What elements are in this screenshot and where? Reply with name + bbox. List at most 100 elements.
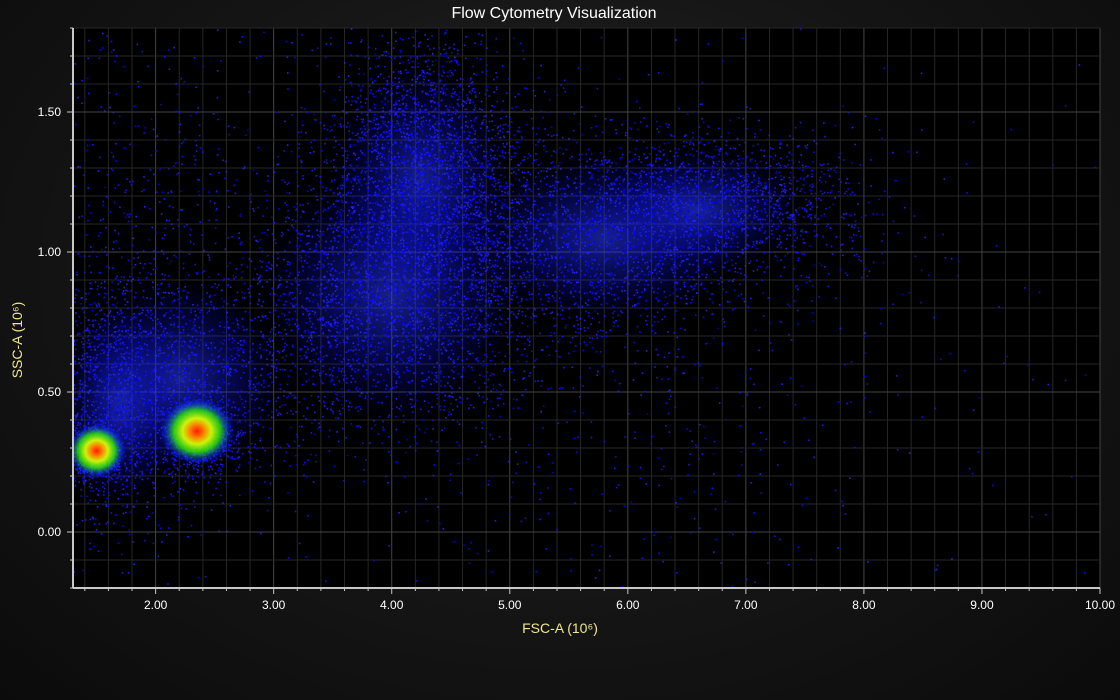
data-point [416, 218, 419, 221]
data-point [407, 127, 409, 130]
data-point [446, 323, 449, 325]
data-point [398, 108, 400, 110]
data-point [430, 254, 432, 257]
data-point [573, 350, 575, 352]
data-point [459, 91, 461, 94]
data-point [407, 247, 409, 250]
data-point [362, 442, 364, 444]
data-point [364, 131, 366, 134]
data-point [369, 334, 372, 337]
data-point [306, 242, 309, 245]
data-point [360, 200, 363, 203]
data-point [330, 347, 332, 349]
data-point [359, 281, 361, 284]
data-point [325, 43, 328, 45]
data-point [659, 171, 661, 174]
data-point [352, 254, 354, 256]
data-point [474, 186, 476, 188]
data-point [450, 131, 452, 134]
data-point [434, 89, 436, 91]
data-point [424, 171, 427, 173]
data-point [373, 119, 375, 121]
data-point [390, 90, 392, 92]
data-point [522, 378, 524, 380]
data-point [513, 134, 516, 136]
data-point [413, 44, 415, 47]
data-point [449, 232, 451, 235]
data-point [395, 112, 397, 115]
data-point [391, 256, 393, 259]
data-point [350, 226, 352, 229]
data-point [504, 367, 506, 370]
data-point [399, 49, 401, 52]
data-point [352, 268, 354, 270]
data-point [258, 300, 260, 302]
data-point [375, 297, 378, 300]
data-point [395, 142, 398, 145]
data-point [318, 276, 321, 279]
data-point [425, 148, 428, 150]
data-point [477, 328, 480, 331]
data-point [331, 335, 333, 337]
data-point [365, 328, 368, 331]
data-point [447, 184, 449, 187]
data-point [368, 275, 371, 278]
data-point [360, 235, 363, 237]
data-point [383, 138, 386, 140]
data-point [368, 308, 370, 311]
data-point [436, 441, 438, 444]
data-point [376, 237, 379, 240]
data-point [325, 252, 328, 255]
data-point [398, 129, 400, 131]
data-point [396, 316, 398, 318]
data-point [398, 310, 401, 312]
data-point [427, 141, 429, 143]
data-point [378, 154, 381, 157]
data-point [525, 123, 528, 126]
data-point [563, 246, 565, 249]
data-point [302, 336, 304, 339]
data-point [331, 267, 334, 270]
data-point [485, 330, 487, 333]
data-point [303, 354, 306, 357]
data-point [514, 290, 517, 292]
data-point [382, 164, 384, 166]
data-point [356, 54, 358, 57]
data-point [439, 80, 441, 83]
data-point [271, 233, 274, 235]
data-point [286, 183, 289, 185]
data-point [468, 267, 470, 270]
data-point [312, 218, 314, 220]
data-point [317, 358, 319, 361]
data-point [386, 136, 388, 138]
data-point [397, 305, 400, 307]
data-point [401, 252, 404, 254]
data-point [394, 216, 397, 218]
data-point [351, 297, 354, 299]
data-point [465, 207, 468, 210]
data-point [397, 376, 400, 378]
data-point [422, 281, 424, 283]
data-point [413, 111, 415, 114]
data-point [322, 365, 324, 367]
data-point [235, 268, 238, 270]
data-point [493, 157, 496, 159]
data-point [370, 427, 373, 430]
data-point [391, 124, 393, 126]
data-point [492, 173, 495, 175]
data-point [381, 153, 383, 156]
data-point [381, 237, 384, 239]
data-point [455, 441, 458, 443]
data-point [505, 115, 507, 118]
data-point [495, 72, 497, 74]
data-point [490, 175, 492, 178]
data-point [431, 203, 433, 206]
data-point [412, 188, 414, 191]
data-point [479, 58, 482, 61]
data-point [487, 230, 490, 232]
data-point [441, 263, 443, 266]
data-point [399, 357, 402, 360]
data-point [331, 283, 333, 285]
data-point [401, 236, 403, 239]
data-point [363, 261, 365, 263]
